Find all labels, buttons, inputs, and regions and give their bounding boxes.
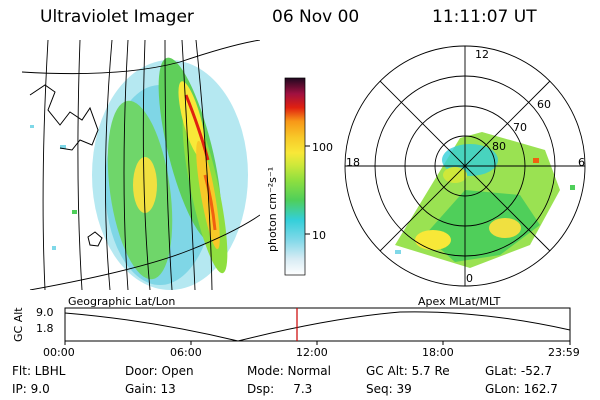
- info-gain: Gain: 13: [125, 382, 176, 396]
- mlat-label-60: 60: [537, 98, 551, 111]
- info-dsp: Dsp: 7.3: [247, 382, 313, 396]
- info-door: Door: Open: [125, 364, 194, 378]
- info-glat: GLat: -52.7: [485, 364, 552, 378]
- polar-panel-label: Apex MLat/MLT: [418, 295, 501, 308]
- info-gc-alt: GC Alt: 5.7 Re: [366, 364, 450, 378]
- mlt-label-18: 18: [346, 156, 360, 169]
- mlat-label-80: 80: [492, 140, 506, 153]
- mlt-label-6: 6: [578, 156, 585, 169]
- altitude-xtick-1200: 12:00: [296, 346, 328, 359]
- altitude-xtick-1800: 18:00: [422, 346, 454, 359]
- colorbar-tick-100: 100: [312, 141, 333, 154]
- date-label: 06 Nov 00: [272, 7, 360, 27]
- geo-panel-label: Geographic Lat/Lon: [68, 295, 176, 308]
- altitude-ytick-1-8: 1.8: [36, 322, 54, 335]
- colorbar: [284, 77, 310, 276]
- info-glon: GLon: 162.7: [485, 382, 558, 396]
- colorbar-tick-10: 10: [312, 229, 326, 242]
- altitude-xtick-0000: 00:00: [43, 346, 75, 359]
- altitude-xtick-2359: 23:59: [548, 346, 580, 359]
- info-seq: Seq: 39: [366, 382, 412, 396]
- altitude-ytick-9: 9.0: [36, 306, 54, 319]
- info-mode: Mode: Normal: [247, 364, 331, 378]
- mlt-label-12: 12: [475, 48, 489, 61]
- instrument-title: Ultraviolet Imager: [40, 7, 194, 27]
- info-ip: IP: 9.0: [12, 382, 50, 396]
- info-filter: Flt: LBHL: [12, 364, 66, 378]
- altitude-ylabel: GC Alt: [12, 307, 25, 342]
- altitude-xtick-0600: 06:00: [170, 346, 202, 359]
- mlat-label-70: 70: [513, 121, 527, 134]
- time-label: 11:11:07 UT: [432, 7, 537, 27]
- mlt-label-0: 0: [466, 272, 473, 285]
